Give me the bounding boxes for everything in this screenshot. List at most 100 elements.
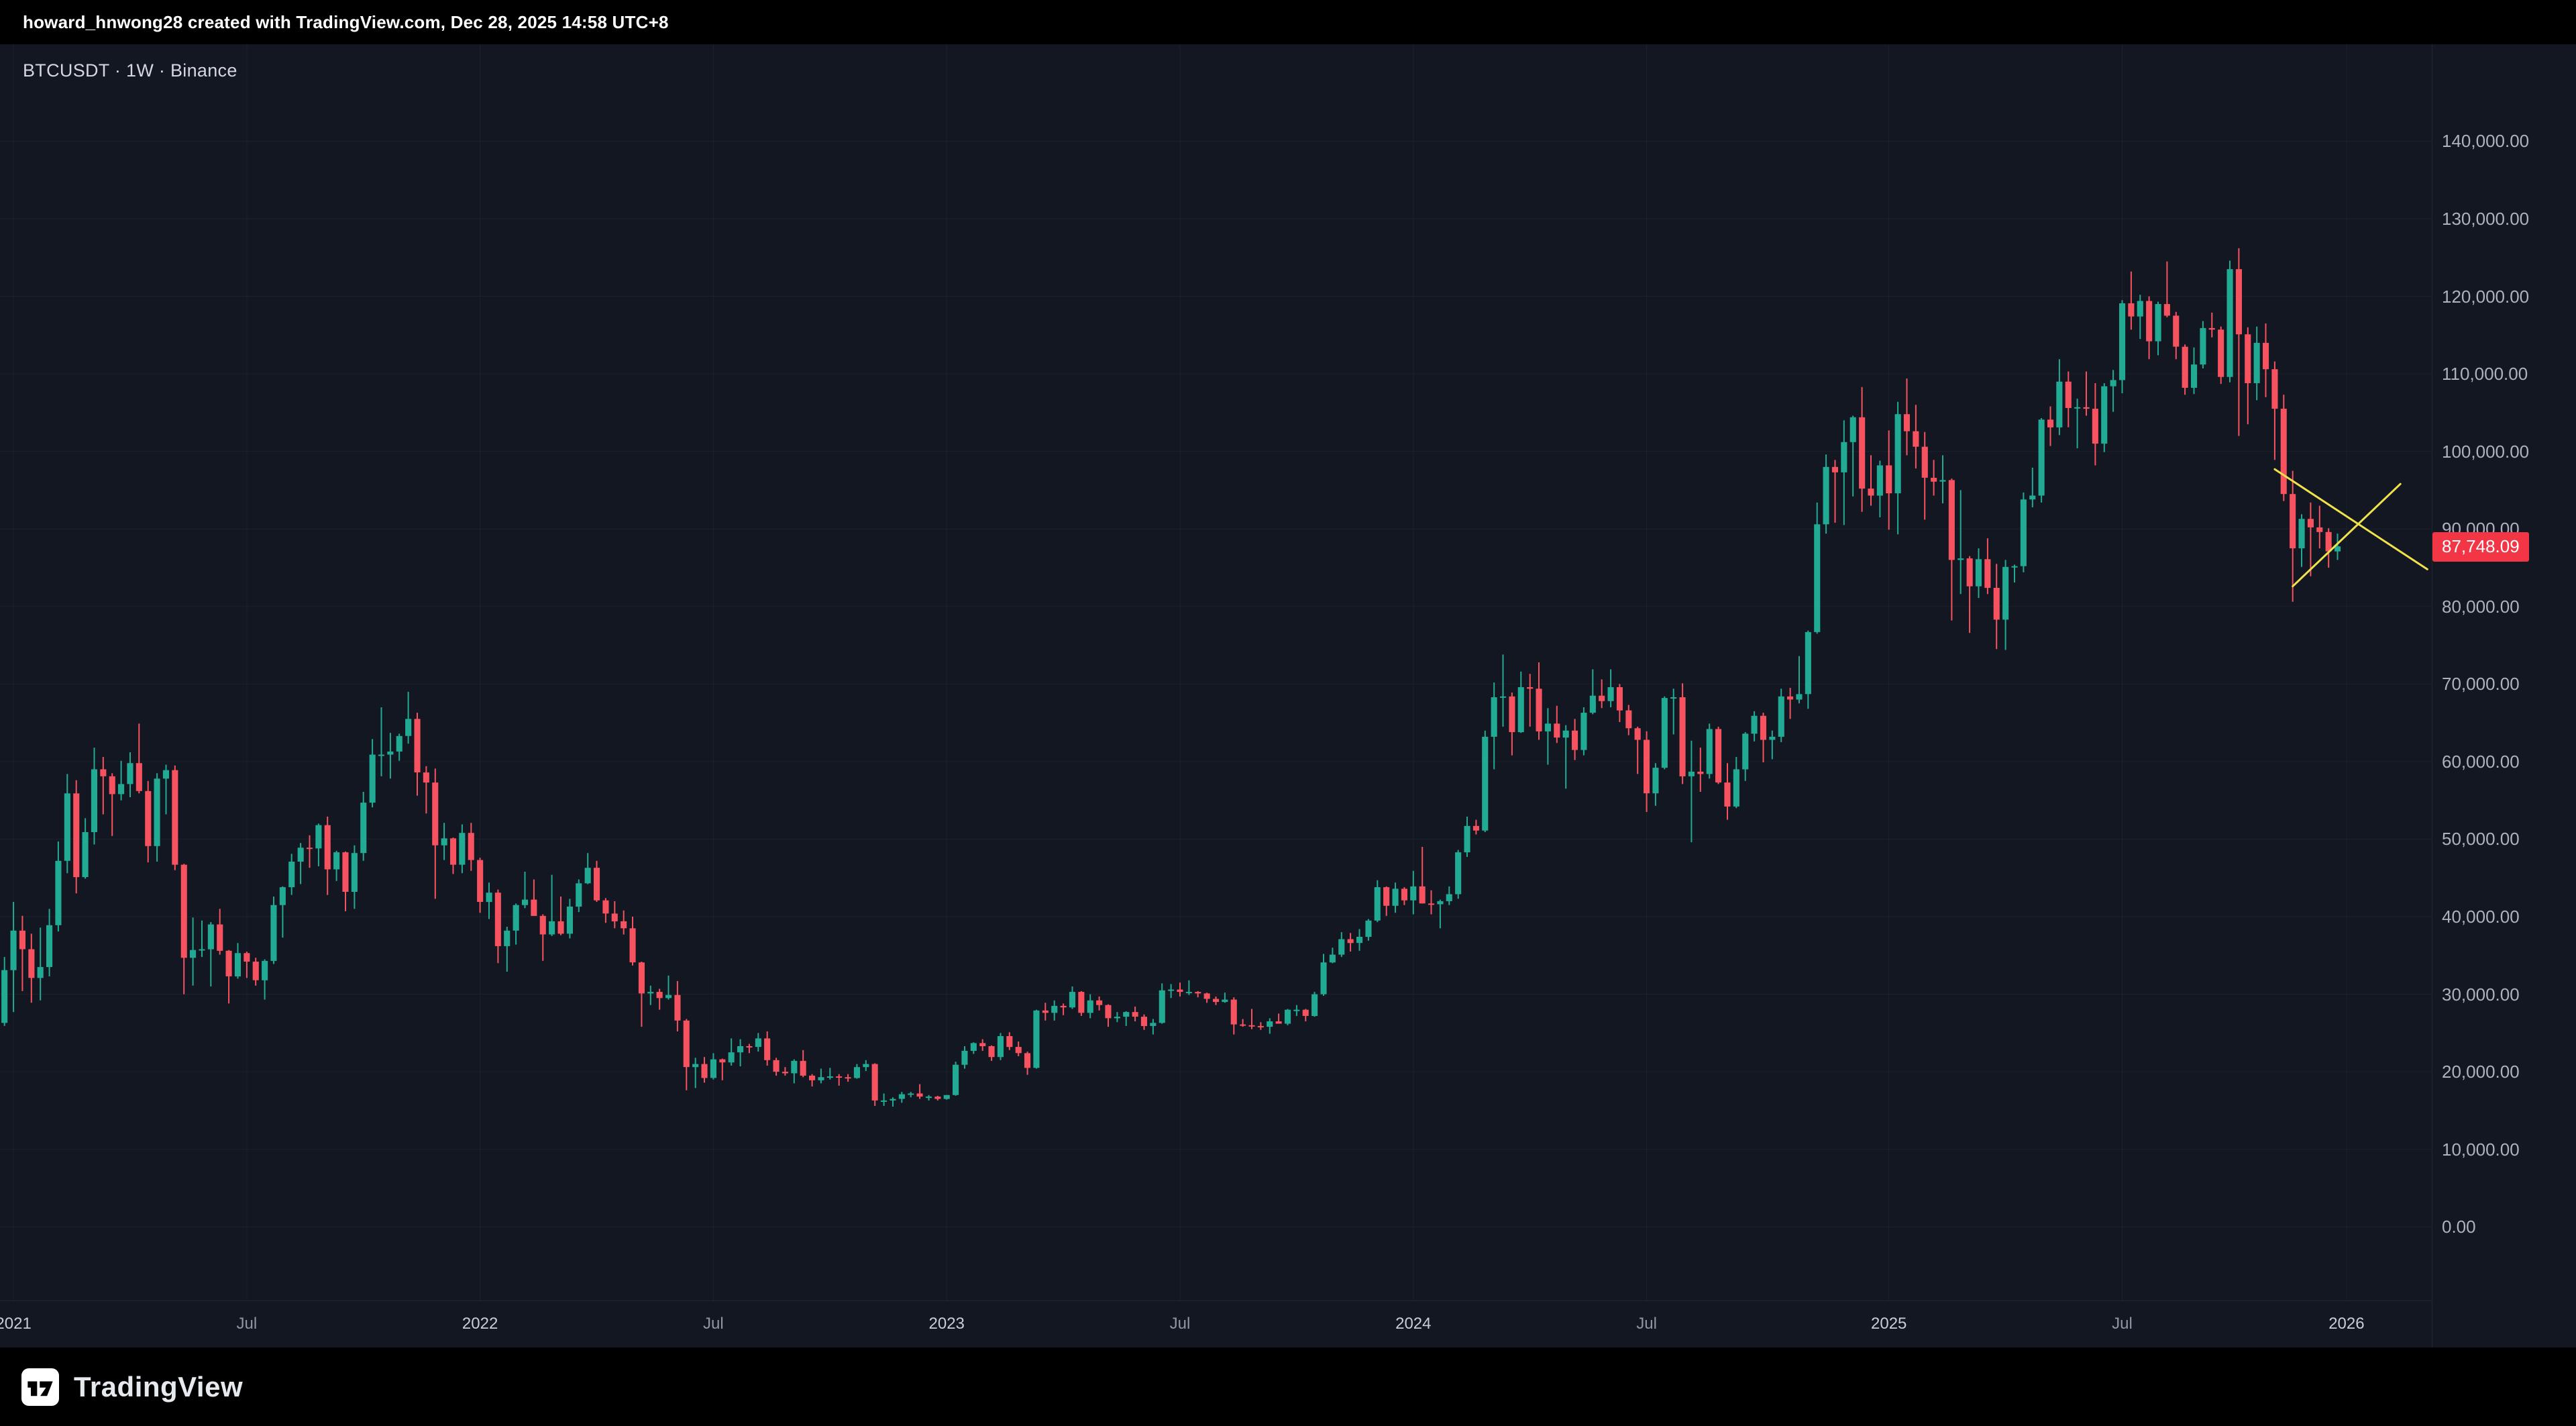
candle-body (486, 893, 492, 903)
trendline[interactable] (2292, 482, 2402, 588)
candle-body (1, 970, 8, 1023)
candle-body (1509, 696, 1515, 732)
candle-body (2011, 566, 2018, 568)
price-tick-label: 20,000.00 (2442, 1062, 2520, 1082)
candle-body (2226, 269, 2233, 377)
candle-body (2280, 409, 2287, 495)
price-tick-label: 140,000.00 (2442, 131, 2530, 152)
candle-body (539, 915, 546, 935)
candle-body (1168, 989, 1175, 991)
candle-body (997, 1036, 1004, 1058)
candle-body (908, 1093, 914, 1095)
candle-body (1876, 465, 1883, 496)
candle-body (791, 1060, 798, 1074)
time-tick-label: 2025 (1870, 1315, 1907, 1333)
candle-body (2325, 531, 2332, 552)
candle-body (1096, 1000, 1103, 1005)
candle-body (109, 776, 115, 795)
candle-body (1948, 480, 1955, 560)
candle-body (1491, 697, 1497, 737)
candle-body (405, 719, 412, 736)
candle-body (576, 883, 582, 907)
candle-body (2235, 269, 2242, 335)
time-tick-label: Jul (1636, 1315, 1657, 1333)
candle-body (1051, 1005, 1058, 1013)
candle-body (1939, 480, 1946, 482)
candle-body (1419, 886, 1426, 904)
candle-body (1868, 489, 1874, 496)
candle-body (2020, 499, 2027, 566)
candle-body (1644, 740, 1650, 794)
candle-body (853, 1067, 860, 1078)
candle-body (351, 853, 358, 892)
candle-body (1042, 1010, 1049, 1013)
candle-body (755, 1038, 761, 1048)
candle-body (2047, 419, 2054, 427)
candle-body (2191, 364, 2198, 388)
time-tick-label: 2021 (0, 1315, 32, 1333)
candle-body (2083, 407, 2090, 409)
time-tick-label: Jul (703, 1315, 724, 1333)
time-axis[interactable]: 2021 Jul 2022 Jul 2023 Jul 2024 Jul 2025 Jul 2026 (0, 1301, 2432, 1347)
candle-body (1015, 1047, 1022, 1054)
candle-body (1472, 825, 1479, 831)
candle-body (207, 924, 214, 950)
candle-body (432, 782, 439, 846)
candle-body (728, 1052, 735, 1063)
candle-body (2146, 301, 2153, 342)
candle-body (1446, 894, 1452, 901)
candle-body (2128, 303, 2135, 317)
candle-body (1957, 558, 1964, 560)
time-tick-label: 2024 (1395, 1315, 1432, 1333)
candle-body (584, 868, 591, 884)
candle-body (378, 754, 384, 756)
candle-body (1733, 769, 1739, 807)
candle-body (692, 1064, 699, 1068)
price-tick-label: 50,000.00 (2442, 829, 2520, 850)
candle-body (1562, 730, 1569, 738)
candle-body (953, 1064, 959, 1095)
price-chart[interactable] (0, 44, 2432, 1301)
candle-body (988, 1046, 995, 1058)
candle-body (836, 1076, 843, 1078)
candle-body (1437, 901, 1444, 905)
candle-body (2316, 527, 2323, 532)
candle-body (916, 1093, 923, 1097)
candle-body (1401, 888, 1407, 901)
candle-body (2200, 327, 2206, 365)
chart-region: BTCUSDT · 1W · Binance 2021 Jul 2022 Jul 202… (0, 44, 2576, 1347)
candle-body (118, 784, 125, 795)
candle-body (1275, 1021, 1282, 1024)
candle-body (441, 838, 447, 846)
price-tick-label: 120,000.00 (2442, 286, 2530, 307)
price-tick-label: 0.00 (2442, 1217, 2476, 1237)
candle-body (961, 1050, 968, 1065)
candle-body (288, 862, 295, 888)
candle-body (863, 1064, 869, 1068)
candle-body (1679, 697, 1686, 776)
attribution-text: howard_hnwong28 created with TradingView… (23, 11, 669, 32)
candle-body (477, 860, 484, 902)
candle-body (2208, 327, 2215, 330)
candle-body (1921, 446, 1928, 478)
trendline[interactable] (2273, 468, 2428, 570)
candle-body (1831, 466, 1838, 472)
candle-body (1931, 478, 1937, 482)
price-tick-label: 110,000.00 (2442, 364, 2528, 385)
candle-body (1464, 825, 1470, 853)
candle-body (2253, 342, 2260, 383)
candle-body (1230, 999, 1237, 1025)
candle-body (1285, 1009, 1291, 1024)
candle-body (1984, 559, 1991, 589)
price-axis[interactable]: 140,000.00 130,000.00 120,000.00 110,000.00… (2432, 44, 2576, 1347)
candle-body (1455, 852, 1462, 895)
candle-body (459, 833, 466, 865)
candle-body (746, 1046, 753, 1048)
candle-body (764, 1038, 771, 1060)
candle-body (611, 913, 618, 921)
tradingview-logo-icon[interactable] (21, 1368, 59, 1406)
plot-column: BTCUSDT · 1W · Binance 2021 Jul 2022 Jul 202… (0, 44, 2432, 1347)
candle-body (1329, 954, 1336, 963)
tradingview-brand-text[interactable]: TradingView (74, 1370, 244, 1403)
candle-body (342, 852, 349, 892)
